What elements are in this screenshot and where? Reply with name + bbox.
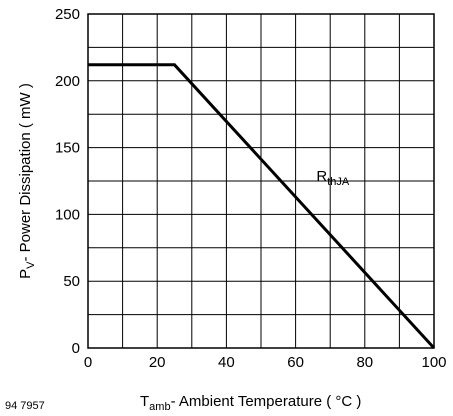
x-axis-title-main: T bbox=[140, 393, 149, 410]
y-tick-label: 100 bbox=[55, 206, 80, 223]
y-tick-label: 50 bbox=[63, 273, 80, 290]
x-tick-label: 80 bbox=[356, 354, 373, 371]
chart-grid bbox=[88, 14, 434, 348]
x-axis-title-rest: - Ambient Temperature ( °C ) bbox=[171, 393, 362, 410]
plot-frame bbox=[87, 13, 435, 349]
x-axis-title-sub: amb bbox=[149, 401, 170, 413]
y-axis-title-rest: - Power Dissipation ( mW ) bbox=[17, 83, 34, 261]
document-code: 94 7957 bbox=[5, 400, 45, 412]
y-axis-title-sub: V bbox=[25, 261, 37, 269]
y-tick-label: 0 bbox=[72, 340, 80, 357]
y-axis-title-main: P bbox=[17, 269, 34, 279]
y-axis-ticks: 0 50 100 150 200 250 bbox=[55, 6, 80, 357]
x-axis-title: Tamb- Ambient Temperature ( °C ) bbox=[140, 393, 361, 413]
series-label-rthja: RthJA bbox=[316, 168, 350, 188]
series-label-sub: thJA bbox=[327, 176, 350, 188]
series-label-main: R bbox=[316, 168, 327, 185]
x-tick-label: 100 bbox=[421, 354, 446, 371]
y-tick-label: 200 bbox=[55, 73, 80, 90]
x-tick-label: 40 bbox=[218, 354, 235, 371]
x-tick-label: 60 bbox=[287, 354, 304, 371]
y-tick-label: 250 bbox=[55, 6, 80, 23]
x-axis-ticks: 0 20 40 60 80 100 bbox=[84, 354, 447, 371]
y-axis-title: PV- Power Dissipation ( mW ) bbox=[17, 83, 37, 279]
x-tick-label: 0 bbox=[84, 354, 92, 371]
derating-curve bbox=[88, 63, 436, 350]
x-tick-label: 20 bbox=[149, 354, 166, 371]
y-tick-label: 150 bbox=[55, 140, 80, 157]
